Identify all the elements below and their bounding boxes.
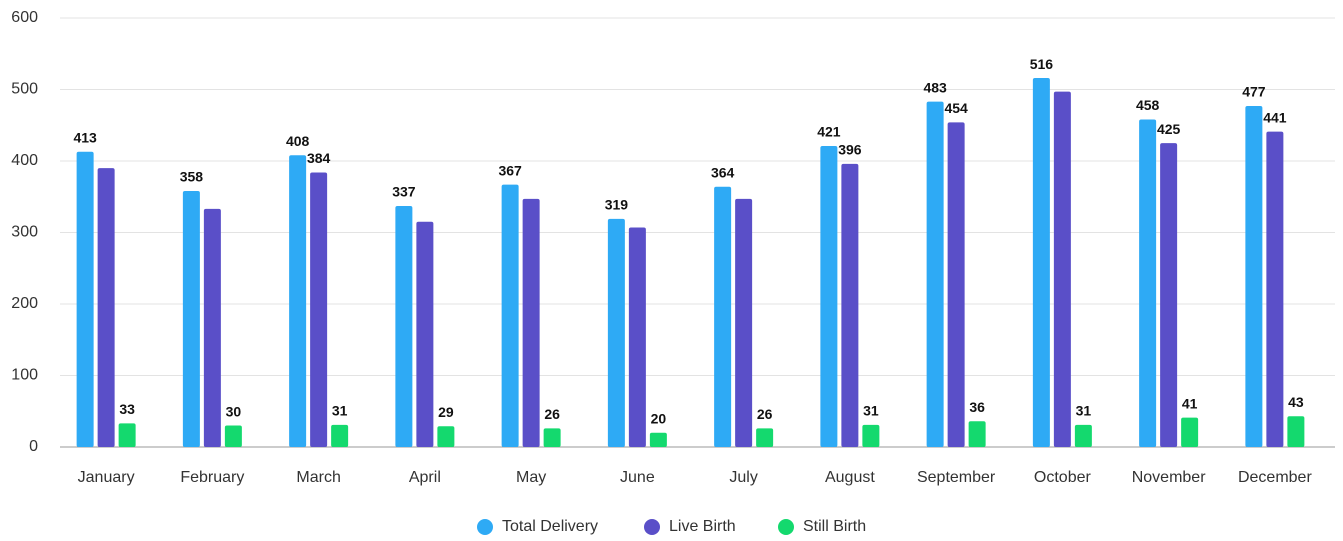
x-tick-label: February xyxy=(180,469,244,486)
data-label: 26 xyxy=(544,406,560,422)
legend-marker xyxy=(644,519,660,535)
bar xyxy=(522,198,540,447)
bar xyxy=(118,423,136,447)
x-tick-label: April xyxy=(409,469,441,486)
data-label: 36 xyxy=(969,399,985,415)
bar xyxy=(1287,416,1305,447)
bar xyxy=(1266,131,1284,447)
data-label: 421 xyxy=(817,124,841,140)
legend-label: Still Birth xyxy=(803,518,866,535)
x-tick-label: May xyxy=(516,469,546,486)
bar xyxy=(182,191,200,447)
data-label: 413 xyxy=(73,129,97,145)
bar xyxy=(1139,119,1157,447)
legend-marker xyxy=(778,519,794,535)
data-label: 483 xyxy=(923,79,947,95)
bar xyxy=(1053,91,1071,448)
data-label: 31 xyxy=(863,403,879,419)
bar xyxy=(203,208,221,447)
data-label: 26 xyxy=(757,406,773,422)
data-label: 367 xyxy=(498,162,522,178)
bar xyxy=(841,163,859,448)
bar xyxy=(395,206,413,447)
bar xyxy=(820,145,838,448)
data-label: 396 xyxy=(838,142,862,158)
data-label: 458 xyxy=(1136,97,1160,113)
data-label: 20 xyxy=(651,410,667,426)
data-label: 29 xyxy=(438,404,454,420)
bar xyxy=(76,151,94,447)
y-tick-label: 100 xyxy=(11,367,38,384)
bar xyxy=(97,168,115,447)
bar xyxy=(224,425,242,447)
bar xyxy=(501,184,519,447)
bar xyxy=(1074,424,1092,447)
data-label: 30 xyxy=(226,403,242,419)
data-label: 441 xyxy=(1263,109,1287,125)
x-tick-label: July xyxy=(729,469,757,486)
bar xyxy=(437,426,455,447)
data-label: 358 xyxy=(180,169,204,185)
bar xyxy=(862,424,880,447)
bar xyxy=(756,428,774,447)
data-label: 454 xyxy=(944,100,968,116)
y-tick-label: 600 xyxy=(11,9,38,26)
bar xyxy=(1032,78,1050,447)
bar xyxy=(1181,417,1199,447)
x-tick-label: March xyxy=(296,469,340,486)
x-tick-label: November xyxy=(1132,469,1206,486)
bar xyxy=(1245,105,1263,447)
bar xyxy=(714,186,732,448)
bar xyxy=(607,218,625,447)
legend-marker xyxy=(477,519,493,535)
legend-label: Live Birth xyxy=(669,518,736,535)
data-label: 477 xyxy=(1242,84,1266,100)
x-tick-label: December xyxy=(1238,469,1312,486)
legend-label: Total Delivery xyxy=(502,518,598,535)
bar xyxy=(926,101,944,447)
y-tick-label: 400 xyxy=(11,152,38,169)
bar xyxy=(1160,143,1178,447)
bar xyxy=(735,198,753,447)
data-label: 33 xyxy=(119,401,135,417)
data-label: 425 xyxy=(1157,121,1181,137)
bar xyxy=(416,221,434,447)
x-tick-label: June xyxy=(620,469,655,486)
data-label: 31 xyxy=(1076,403,1092,419)
data-label: 337 xyxy=(392,184,416,200)
bar xyxy=(310,172,328,447)
data-label: 364 xyxy=(711,164,735,180)
data-label: 41 xyxy=(1182,395,1198,411)
x-tick-label: January xyxy=(78,469,135,486)
bar xyxy=(649,432,667,447)
data-label: 384 xyxy=(307,150,331,166)
data-label: 43 xyxy=(1288,394,1304,410)
bar xyxy=(331,424,349,447)
y-tick-label: 0 xyxy=(29,438,38,455)
bar xyxy=(947,122,965,447)
bar xyxy=(968,421,986,447)
y-tick-label: 300 xyxy=(11,224,38,241)
bar xyxy=(543,428,561,447)
y-tick-label: 500 xyxy=(11,81,38,98)
x-tick-label: October xyxy=(1034,469,1092,486)
data-label: 31 xyxy=(332,403,348,419)
bar xyxy=(289,155,307,447)
x-tick-label: September xyxy=(917,469,996,486)
x-tick-label: August xyxy=(825,469,875,486)
data-label: 516 xyxy=(1030,56,1054,72)
data-label: 408 xyxy=(286,133,310,149)
bar xyxy=(628,227,646,447)
data-label: 319 xyxy=(605,197,629,213)
y-tick-label: 200 xyxy=(11,295,38,312)
